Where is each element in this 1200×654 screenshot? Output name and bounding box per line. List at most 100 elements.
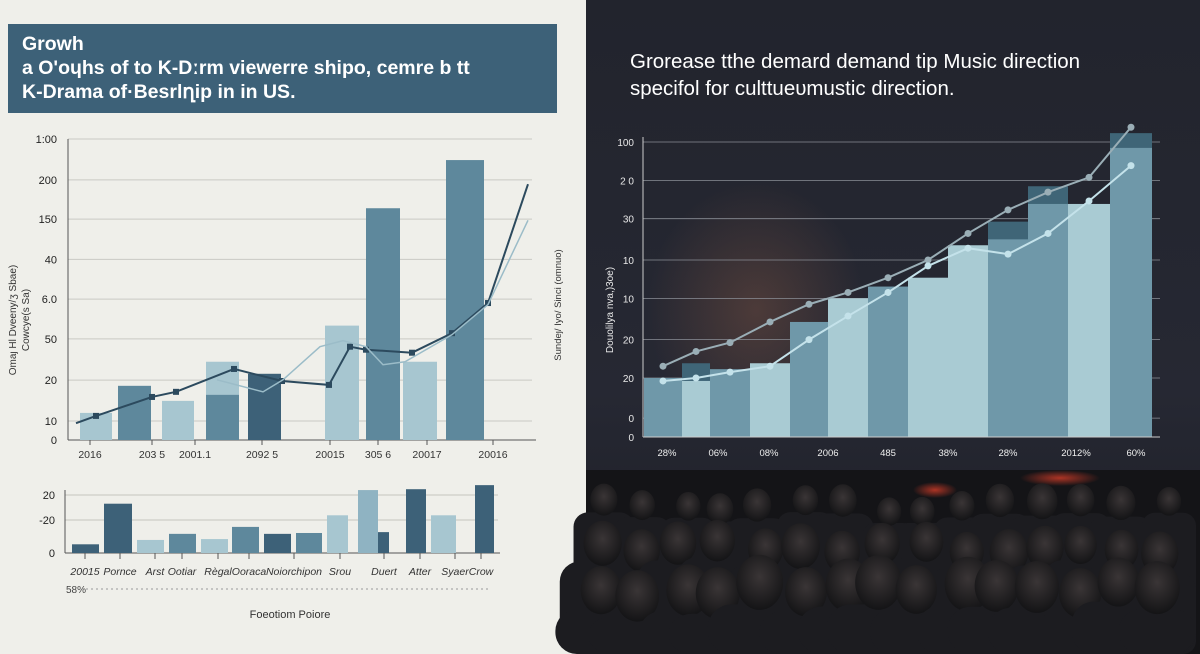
- bar: [908, 277, 948, 437]
- line-marker: [1127, 123, 1135, 131]
- y-tick-label: -20: [39, 515, 55, 527]
- x-tick-label: 485: [880, 448, 896, 459]
- line-marker: [884, 288, 892, 296]
- bar: [948, 245, 988, 437]
- x-tick-label: 305 6: [365, 449, 391, 461]
- line-marker: [766, 318, 774, 326]
- bar: [403, 361, 437, 440]
- line-marker: [347, 343, 353, 350]
- crowd-person-head: [615, 570, 660, 622]
- crowd-person-head: [985, 483, 1015, 518]
- x-tick-label: 203 5: [139, 449, 165, 461]
- y-tick-label: 1:00: [36, 134, 57, 146]
- crowd-person-head: [784, 567, 827, 617]
- y-tick-label: 0: [51, 435, 57, 447]
- line-marker: [1044, 229, 1052, 237]
- line-marker: [964, 244, 972, 252]
- bar: [378, 532, 389, 553]
- bar: [1068, 203, 1110, 437]
- x-tick-label: 2012%: [1061, 448, 1091, 459]
- y-tick-label: 6.0: [42, 294, 57, 306]
- line-marker: [766, 362, 774, 370]
- line-marker: [1085, 173, 1093, 181]
- x-tick-label: Syaer: [441, 566, 469, 578]
- crowd-person-head: [1097, 557, 1140, 607]
- x-tick-label: 20017: [412, 449, 441, 461]
- y-tick-label: 30: [623, 215, 635, 226]
- y-tick-label: 2 0: [620, 176, 634, 187]
- crowd-person-head: [629, 490, 655, 521]
- bar: [201, 539, 228, 553]
- bottom-x-axis-title: Foeotiom Poiore: [250, 609, 331, 621]
- bar: [366, 208, 400, 440]
- bottom-note: 58%: [66, 585, 86, 596]
- x-tick-label: 2092 5: [246, 449, 278, 461]
- crowd-person-head: [909, 521, 944, 562]
- y-tick-label: 150: [39, 214, 57, 226]
- line-marker: [726, 339, 734, 347]
- bar: [988, 239, 1028, 437]
- bar: [162, 400, 194, 440]
- x-tick-label: 28%: [657, 448, 677, 459]
- line-marker: [805, 300, 813, 308]
- crowd-person-head: [949, 490, 975, 521]
- y-tick-label: 10: [45, 416, 57, 428]
- line-marker: [844, 312, 852, 320]
- crowd-person-head: [699, 519, 735, 562]
- left-title-line: Growh: [22, 33, 84, 55]
- left-title-line: K-Drama of·Besrlղip in in US.: [22, 81, 296, 103]
- crowd-person-head: [1134, 561, 1180, 615]
- crowd-person-head: [829, 484, 857, 517]
- y-tick-label: 50: [45, 334, 57, 346]
- y-tick-label: 0: [628, 414, 634, 425]
- x-tick-label: Srou: [329, 566, 351, 578]
- x-tick-label: 2006: [817, 448, 838, 459]
- crowd-person-head: [792, 485, 819, 516]
- crowd-person-head: [1026, 525, 1064, 570]
- bar: [475, 485, 494, 553]
- line-marker: [1044, 188, 1052, 196]
- crowd-person-head: [583, 520, 622, 566]
- crowd-person-head: [580, 566, 622, 615]
- crowd-person-head: [1026, 483, 1058, 520]
- line-marker: [805, 336, 813, 344]
- y-tick-label: 200: [39, 175, 57, 187]
- y-tick-label: 20: [45, 375, 57, 387]
- line-marker: [449, 330, 455, 337]
- x-tick-label: Ootiar: [168, 566, 197, 578]
- bar-inner-segment: [206, 394, 239, 440]
- x-tick-label: Arst: [145, 566, 166, 578]
- main-growth-chart: 1:00 200 150 40 6.0 50 20 10 0 2016 203 5 2001.1 209…: [8, 134, 564, 461]
- x-tick-label: Noiorchipon: [266, 566, 322, 578]
- crowd-person-head: [877, 497, 902, 526]
- line-marker: [149, 393, 155, 400]
- crowd-person-head: [909, 496, 935, 526]
- stage-light: [1020, 470, 1100, 486]
- bar: [828, 298, 868, 437]
- crowd-person-head: [736, 554, 784, 610]
- x-tick-label: Duert: [371, 566, 398, 578]
- x-tick-label: Atter: [408, 566, 432, 578]
- x-tick-label: 08%: [759, 448, 779, 459]
- bottom-category-chart: 20 -20 0 20015 Pornce Arst Ootiar Règal Ooraca No…: [39, 485, 500, 590]
- bar: [72, 544, 99, 553]
- bar: [644, 378, 682, 437]
- bar: [358, 490, 378, 553]
- bar: [1110, 147, 1152, 437]
- crowd-person-head: [1106, 485, 1136, 520]
- crowd-person-head: [1156, 487, 1182, 516]
- bar: [264, 533, 291, 553]
- line-marker: [326, 381, 332, 388]
- crowd-person-head: [855, 555, 902, 610]
- line-marker: [692, 374, 700, 382]
- y-axis-title: Cowcye(s Sa): [21, 289, 32, 351]
- line-marker: [659, 362, 667, 370]
- x-tick-label: 60%: [1126, 448, 1146, 459]
- y-tick-label: 10: [623, 256, 635, 267]
- crowd-person-head: [781, 523, 820, 569]
- line-marker: [726, 368, 734, 376]
- crowd-person-head: [676, 491, 701, 521]
- y-axis-title: Omaȷ Hl Dveeny/ʒ Sbae): [8, 265, 19, 376]
- bar: [137, 539, 164, 553]
- x-tick-label: 38%: [938, 448, 958, 459]
